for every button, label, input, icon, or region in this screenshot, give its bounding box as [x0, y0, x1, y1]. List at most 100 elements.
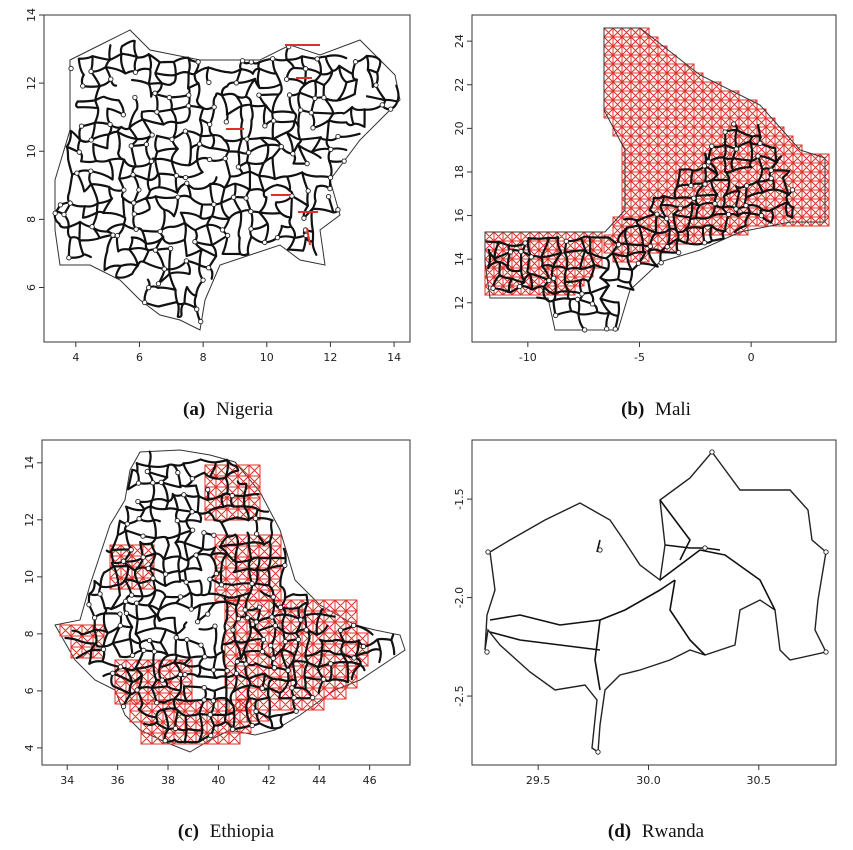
network-node: [335, 207, 341, 213]
network-node: [243, 195, 249, 201]
y-tick-label: 8: [23, 630, 36, 637]
road-network-c: [64, 450, 396, 744]
y-tick-label: 12: [25, 76, 38, 90]
plot-frame-c: [41, 439, 411, 766]
y-tick-label: 10: [25, 144, 38, 158]
network-node: [597, 547, 603, 553]
network-node: [135, 498, 141, 505]
x-tick-label: 8: [200, 351, 207, 364]
network-node: [132, 94, 138, 101]
network-node: [295, 636, 302, 643]
network-node: [230, 194, 237, 200]
rwanda-road: [664, 544, 721, 551]
added-link: [306, 227, 311, 246]
network-node: [224, 232, 231, 239]
network-node: [123, 610, 130, 616]
caption-d-label: (d): [608, 821, 631, 842]
caption-c: (c) Ethiopia: [178, 821, 275, 842]
network-node: [712, 200, 718, 207]
rwanda-road: [659, 549, 776, 611]
x-tick-label: -5: [634, 351, 645, 364]
network-node: [207, 711, 213, 718]
network-node: [271, 665, 278, 671]
network-node: [286, 92, 293, 98]
network-node: [327, 185, 333, 192]
y-tick-label: 10: [23, 570, 36, 584]
network-node: [490, 285, 496, 291]
network-node: [211, 104, 217, 110]
network-node: [131, 211, 137, 217]
network-node: [789, 187, 796, 193]
network-node: [66, 255, 72, 261]
network-node: [205, 265, 212, 271]
network-node: [194, 306, 200, 312]
network-node: [146, 637, 153, 644]
network-node: [89, 224, 95, 230]
plot-frame-b: [471, 14, 837, 343]
network-node: [124, 521, 130, 527]
network-node: [589, 301, 596, 307]
network-node: [233, 670, 240, 677]
network-node: [210, 667, 217, 673]
network-node: [758, 212, 765, 219]
x-tick-label: 38: [161, 774, 175, 787]
network-node: [132, 69, 139, 75]
network-node: [205, 487, 211, 493]
x-tick-label: 40: [211, 774, 225, 787]
network-node: [208, 732, 214, 739]
network-node: [768, 167, 774, 173]
network-node: [676, 250, 682, 256]
network-node: [161, 266, 168, 272]
network-node: [270, 118, 277, 124]
network-node: [579, 291, 585, 297]
network-node: [198, 642, 204, 648]
y-tick-label: 14: [23, 456, 36, 470]
y-tick-label: 6: [25, 284, 38, 291]
y-tick-label: -2.0: [453, 587, 466, 608]
y-tick-label: 6: [23, 687, 36, 694]
network-node: [107, 121, 113, 127]
network-node: [97, 591, 103, 597]
network-node: [291, 695, 297, 701]
network-node: [185, 103, 192, 109]
network-node: [293, 708, 299, 714]
caption-d: (d) Rwanda: [608, 821, 705, 842]
network-node: [135, 480, 142, 486]
network-node: [57, 202, 64, 208]
network-node: [709, 449, 715, 455]
network-node: [350, 622, 357, 629]
x-tick-label: 10: [260, 351, 274, 364]
caption-a: (a) Nigeria: [183, 399, 273, 420]
panel-mali: -10 -5 0 12 14 16 18 20 22 24: [453, 14, 837, 364]
caption-a-text: Nigeria: [216, 399, 274, 420]
network-node: [175, 469, 181, 476]
y-tick-label: 12: [23, 513, 36, 527]
network-node: [352, 59, 359, 65]
network-node: [195, 59, 201, 65]
x-tick-label: 6: [136, 351, 143, 364]
network-node: [823, 649, 829, 655]
network-node: [702, 545, 708, 551]
x-tick-label: 29.5: [526, 774, 551, 787]
network-node: [308, 110, 314, 116]
network-node: [150, 575, 156, 581]
network-node: [239, 58, 246, 64]
network-node: [341, 158, 347, 164]
network-node: [388, 106, 394, 112]
caption-c-label: (c): [178, 821, 199, 842]
network-node: [110, 670, 116, 676]
network-node: [327, 174, 334, 181]
network-node: [120, 703, 127, 710]
network-node: [551, 275, 557, 281]
network-node: [88, 168, 94, 174]
network-node: [289, 685, 295, 691]
network-node: [86, 602, 92, 608]
network-node: [249, 580, 255, 587]
network-node: [246, 149, 252, 156]
network-node: [253, 619, 259, 625]
network-node: [183, 258, 190, 264]
network-node: [373, 82, 379, 88]
y-tick-label: 22: [453, 78, 466, 92]
network-node: [129, 652, 136, 659]
